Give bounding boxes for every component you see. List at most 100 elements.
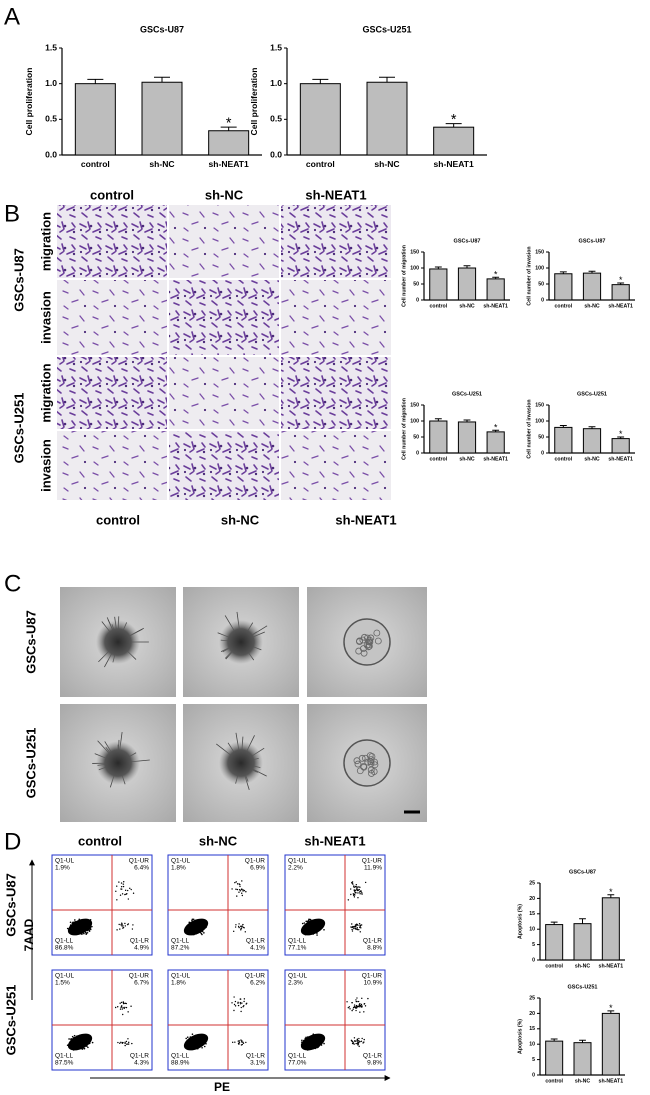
event bbox=[356, 887, 358, 890]
event bbox=[357, 1043, 360, 1045]
event bbox=[356, 923, 358, 925]
y-tick-label: 10 bbox=[529, 927, 535, 933]
cell bbox=[364, 758, 372, 766]
quadrant-name: Q1-UL bbox=[288, 858, 308, 865]
event bbox=[86, 931, 89, 934]
event bbox=[126, 889, 129, 892]
event bbox=[241, 894, 244, 897]
event bbox=[243, 927, 245, 929]
flow-plot bbox=[284, 854, 386, 956]
row-label: GSCs-U87 bbox=[3, 873, 18, 937]
panel-label: C bbox=[4, 570, 21, 597]
event bbox=[352, 1008, 354, 1010]
bar bbox=[433, 126, 475, 156]
event bbox=[301, 1039, 303, 1042]
significance-mark: * bbox=[609, 1003, 613, 1013]
cell bbox=[371, 758, 378, 766]
column-label: control bbox=[90, 187, 134, 202]
y-axis-title: 7AAD bbox=[22, 918, 36, 951]
quadrant-name: Q1-LR bbox=[246, 1053, 265, 1060]
y-tick-label: 1.5 bbox=[45, 42, 57, 52]
event bbox=[231, 1002, 233, 1004]
event bbox=[231, 1041, 234, 1044]
event bbox=[238, 889, 241, 891]
bar bbox=[366, 81, 408, 156]
error-bar bbox=[550, 921, 558, 925]
y-tick-label: 1.5 bbox=[270, 42, 282, 52]
event-cluster bbox=[67, 918, 93, 936]
row-sublabel: invasion bbox=[38, 291, 53, 344]
y-tick-label: 1.0 bbox=[45, 78, 57, 88]
y-tick-label: 0 bbox=[541, 297, 544, 303]
event bbox=[351, 1009, 353, 1012]
quadrant-percent: 77.1% bbox=[288, 945, 307, 952]
event bbox=[240, 925, 242, 928]
bar bbox=[611, 438, 630, 454]
event bbox=[124, 1006, 126, 1009]
event bbox=[234, 1005, 237, 1007]
y-tick-label: 15 bbox=[529, 911, 535, 917]
micrograph bbox=[169, 431, 279, 500]
bar bbox=[486, 278, 505, 301]
event bbox=[122, 925, 124, 927]
y-tick-label: 20 bbox=[529, 1011, 535, 1017]
event bbox=[357, 1042, 359, 1044]
event bbox=[119, 1042, 121, 1045]
y-tick-label: 0 bbox=[532, 1072, 535, 1078]
event bbox=[349, 1008, 351, 1010]
event bbox=[355, 1006, 357, 1008]
event bbox=[117, 1041, 119, 1044]
micrograph bbox=[169, 280, 279, 355]
flow-plot bbox=[51, 854, 153, 956]
significance-mark: * bbox=[494, 422, 498, 432]
event bbox=[346, 1001, 348, 1003]
significance-mark: * bbox=[619, 275, 623, 285]
event bbox=[235, 924, 237, 926]
event bbox=[122, 885, 125, 888]
event bbox=[72, 921, 74, 924]
cell bbox=[371, 761, 379, 769]
event bbox=[242, 923, 244, 926]
y-tick-label: 150 bbox=[410, 249, 419, 255]
y-tick-label: 100 bbox=[535, 418, 544, 424]
y-tick-label: 50 bbox=[538, 281, 544, 287]
error-bar bbox=[379, 76, 395, 83]
event bbox=[358, 886, 360, 888]
event bbox=[115, 890, 117, 892]
event bbox=[116, 885, 118, 887]
x-tick-label: sh-NEAT1 bbox=[599, 1078, 624, 1084]
y-tick-label: 5 bbox=[532, 942, 535, 948]
x-tick-label: sh-NC bbox=[584, 456, 600, 462]
flow-plot bbox=[284, 969, 386, 1071]
event bbox=[359, 1003, 361, 1005]
micrograph bbox=[281, 357, 391, 429]
event bbox=[357, 892, 359, 894]
cell bbox=[374, 637, 382, 645]
event bbox=[131, 1042, 133, 1045]
event bbox=[358, 1037, 360, 1040]
error-bar bbox=[559, 424, 567, 428]
y-tick-label: 5 bbox=[532, 1057, 535, 1063]
y-tick-label: 0.0 bbox=[45, 149, 57, 159]
bar bbox=[582, 272, 602, 301]
column-label: sh-NC bbox=[199, 833, 238, 848]
x-tick-label: control bbox=[81, 159, 110, 169]
y-tick-label: 25 bbox=[529, 880, 535, 886]
y-tick-label: 0.5 bbox=[270, 114, 282, 124]
significance-mark: * bbox=[451, 112, 457, 128]
bar bbox=[545, 1040, 564, 1076]
event bbox=[121, 925, 123, 927]
bar bbox=[601, 1012, 620, 1076]
event bbox=[237, 1004, 240, 1007]
event bbox=[241, 888, 243, 890]
event bbox=[360, 927, 362, 929]
error-bar bbox=[579, 1039, 586, 1043]
sphere bbox=[96, 620, 140, 664]
event bbox=[125, 1002, 127, 1005]
event bbox=[201, 1046, 203, 1049]
quadrant-name: Q1-LL bbox=[171, 938, 189, 945]
event bbox=[352, 894, 355, 896]
event bbox=[359, 886, 361, 888]
event bbox=[236, 888, 239, 891]
